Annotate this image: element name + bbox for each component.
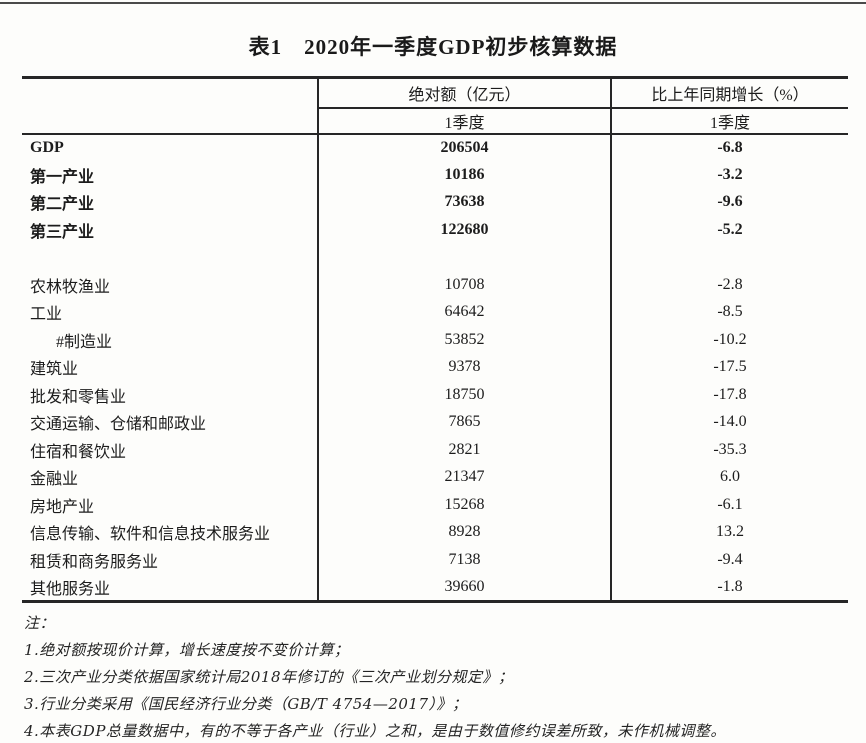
row-absolute-value: 15268 (317, 491, 611, 519)
table-row: #制造业 53852 -10.2 (22, 326, 848, 354)
note-item: 4.本表GDP总量数据中，有的不等于各产业（行业）之和，是由于数值修约误差所致，… (24, 721, 726, 740)
note-item: 2.三次产业分类依据国家统计局2018年修订的《三次产业划分规定》； (24, 667, 514, 686)
row-absolute-value: 8928 (317, 518, 611, 546)
row-label: 其他服务业 (30, 580, 111, 598)
header-row-main: 绝对额（亿元） 比上年同期增长（%） (22, 77, 848, 135)
row-label: 农林牧渔业 (30, 278, 111, 296)
row-growth-value (610, 243, 848, 271)
row-growth-value: -9.4 (610, 546, 848, 574)
row-label: 信息传输、软件和信息技术服务业 (30, 526, 271, 544)
row-absolute-value: 18750 (317, 381, 611, 409)
notes-section: 注： 1.绝对额按现价计算，增长速度按不变价计算； 2.三次产业分类依据国家统计局… (24, 610, 866, 743)
row-label: 批发和零售业 (30, 388, 127, 406)
table-row: 农林牧渔业 10708 -2.8 (22, 271, 848, 299)
row-absolute-value: 9378 (317, 353, 611, 381)
row-label: 租赁和商务服务业 (30, 553, 159, 571)
row-absolute-value: 64642 (317, 298, 611, 326)
table-row: 第三产业 122680 -5.2 (22, 216, 848, 244)
row-growth-value: -8.5 (610, 298, 848, 326)
header-growth: 比上年同期增长（%） (610, 77, 848, 109)
table-row: 第二产业 73638 -9.6 (22, 188, 848, 216)
table-header: 绝对额（亿元） 比上年同期增长（%） 1季度 1季度 (22, 77, 848, 135)
row-growth-value: -5.2 (610, 216, 848, 244)
table-row: 金融业 21347 6.0 (22, 463, 848, 491)
row-label: 工业 (30, 306, 63, 324)
row-growth-value: -3.2 (610, 161, 848, 189)
header-empty-cell (22, 77, 318, 135)
table-spacer-row (22, 243, 848, 272)
row-absolute-value: 39660 (317, 573, 611, 601)
row-absolute-value: 122680 (317, 216, 611, 244)
row-absolute-value: 2821 (317, 436, 611, 464)
table-row: 其他服务业 39660 -1.8 (22, 573, 848, 601)
table-row: GDP 206504 -6.8 (22, 133, 848, 161)
row-label: 房地产业 (30, 498, 95, 516)
subheader-quarter-absolute: 1季度 (317, 107, 611, 135)
table-row: 租赁和商务服务业 7138 -9.4 (22, 546, 848, 574)
row-growth-value: -6.8 (610, 133, 848, 161)
table-title: 表1 2020年一季度GDP初步核算数据 (248, 35, 618, 59)
row-growth-value: -17.5 (610, 353, 848, 381)
row-absolute-value: 206504 (317, 133, 611, 161)
row-growth-value: -9.6 (610, 188, 848, 216)
row-label: 住宿和餐饮业 (30, 443, 127, 461)
row-label (22, 244, 318, 272)
table-row: 住宿和餐饮业 2821 -35.3 (22, 436, 848, 464)
table-row: 房地产业 15268 -6.1 (22, 491, 848, 519)
row-growth-value: -10.2 (610, 326, 848, 354)
table-row: 批发和零售业 18750 -17.8 (22, 381, 848, 409)
table-row: 交通运输、仓储和邮政业 7865 -14.0 (22, 408, 848, 436)
row-absolute-value: 10708 (317, 271, 611, 299)
table-body: GDP 206504 -6.8 第一产业 10186 -3.2 第二产业 73638 -9.6 第… (22, 133, 848, 601)
row-label: 第一产业 (30, 168, 95, 186)
row-label: GDP (30, 138, 64, 156)
row-growth-value: 13.2 (610, 518, 848, 546)
top-divider (0, 2, 866, 4)
table-row: 信息传输、软件和信息技术服务业 8928 13.2 (22, 518, 848, 546)
row-label: #制造业 (56, 333, 113, 351)
gdp-table: 绝对额（亿元） 比上年同期增长（%） 1季度 1季度 GDP 206504 -6.8… (22, 76, 848, 603)
row-absolute-value: 53852 (317, 326, 611, 354)
row-label: 建筑业 (30, 361, 79, 379)
header-absolute-amount: 绝对额（亿元） (317, 77, 611, 109)
row-absolute-value: 73638 (317, 188, 611, 216)
row-label: 金融业 (30, 471, 79, 489)
row-absolute-value: 7865 (317, 408, 611, 436)
notes-label: 注： (24, 613, 56, 632)
table-row: 第一产业 10186 -3.2 (22, 161, 848, 189)
row-absolute-value (317, 243, 611, 271)
notes-list: 1.绝对额按现价计算，增长速度按不变价计算； 2.三次产业分类依据国家统计局201… (24, 637, 866, 743)
row-label: 交通运输、仓储和邮政业 (30, 416, 207, 434)
note-item: 3.行业分类采用《国民经济行业分类（GB/T 4754—2017）》； (24, 694, 468, 713)
subheader-quarter-growth: 1季度 (610, 107, 848, 135)
row-growth-value: -17.8 (610, 381, 848, 409)
row-label: 第三产业 (30, 223, 95, 241)
row-absolute-value: 10186 (317, 161, 611, 189)
row-growth-value: -6.1 (610, 491, 848, 519)
row-absolute-value: 21347 (317, 463, 611, 491)
header-row-sub: 1季度 1季度 (22, 107, 848, 135)
row-growth-value: -2.8 (610, 271, 848, 299)
row-growth-value: -35.3 (610, 436, 848, 464)
row-growth-value: -14.0 (610, 408, 848, 436)
row-growth-value: -1.8 (610, 573, 848, 601)
row-absolute-value: 7138 (317, 546, 611, 574)
table-row: 建筑业 9378 -17.5 (22, 353, 848, 381)
table-row: 工业 64642 -8.5 (22, 298, 848, 326)
row-growth-value: 6.0 (610, 463, 848, 491)
note-item: 1.绝对额按现价计算，增长速度按不变价计算； (24, 640, 350, 659)
row-label: 第二产业 (30, 196, 95, 214)
